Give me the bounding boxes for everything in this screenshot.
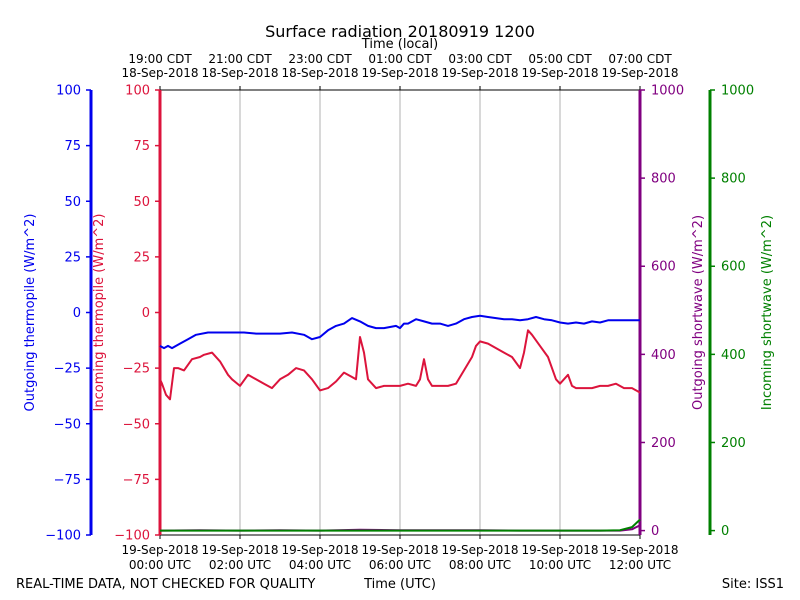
y-tick-label: 600 xyxy=(651,260,676,275)
y-tick-label: 75 xyxy=(133,139,150,154)
y-tick-label: 200 xyxy=(651,436,676,451)
site-label: Site: ISS1 xyxy=(722,577,784,592)
bottom-axis-label: Time (UTC) xyxy=(363,577,436,592)
y-tick-label: −25 xyxy=(54,362,81,377)
bottom-tick-time: 04:00 UTC xyxy=(289,558,351,572)
top-tick-time: 01:00 CDT xyxy=(368,52,432,66)
bottom-tick-time: 12:00 UTC xyxy=(609,558,671,572)
y-tick-label: 25 xyxy=(133,250,150,265)
top-tick-time: 05:00 CDT xyxy=(528,52,592,66)
quality-disclaimer: REAL-TIME DATA, NOT CHECKED FOR QUALITY xyxy=(16,577,315,592)
y-tick-label: 200 xyxy=(721,436,746,451)
y-tick-label: −50 xyxy=(54,417,81,432)
bottom-tick-time: 08:00 UTC xyxy=(449,558,511,572)
series-incoming-thermopile xyxy=(159,329,641,401)
top-tick-time: 23:00 CDT xyxy=(288,52,352,66)
y-tick-label: 100 xyxy=(125,84,150,99)
out-sw-axis-label: Outgoing shortwave (W/m^2) xyxy=(691,215,706,410)
top-tick-date: 19-Sep-2018 xyxy=(521,66,598,80)
bottom-tick-time: 02:00 UTC xyxy=(209,558,271,572)
y-tick-label: 400 xyxy=(721,348,746,363)
in-sw-axis-label: Incoming shortwave (W/m^2) xyxy=(760,215,775,410)
top-tick-date: 18-Sep-2018 xyxy=(281,66,358,80)
bottom-tick-time: 00:00 UTC xyxy=(129,558,191,572)
top-axis-label: Time (local) xyxy=(361,37,438,52)
y-tick-label: −100 xyxy=(114,529,150,544)
y-tick-label: 800 xyxy=(721,172,746,187)
y-tick-label: −25 xyxy=(123,362,150,377)
top-tick-date: 19-Sep-2018 xyxy=(601,66,678,80)
y-tick-label: −100 xyxy=(45,529,81,544)
y-tick-label: 0 xyxy=(142,306,150,321)
series-incoming-shortwave xyxy=(160,518,641,532)
y-tick-label: 1000 xyxy=(721,84,754,99)
top-tick-date: 18-Sep-2018 xyxy=(201,66,278,80)
top-tick-time: 03:00 CDT xyxy=(448,52,512,66)
y-tick-label: −75 xyxy=(54,473,81,488)
out-thermo-axis-label: Outgoing thermopile (W/m^2) xyxy=(23,214,38,412)
y-tick-label: 75 xyxy=(64,139,81,154)
in-thermo-axis-label: Incoming thermopile (W/m^2) xyxy=(92,214,107,412)
bottom-tick-time: 06:00 UTC xyxy=(369,558,431,572)
bottom-tick-date: 19-Sep-2018 xyxy=(361,543,438,557)
y-tick-label: 50 xyxy=(64,195,81,210)
y-tick-label: 1000 xyxy=(651,84,684,99)
top-tick-date: 18-Sep-2018 xyxy=(121,66,198,80)
y-tick-label: 600 xyxy=(721,260,746,275)
top-tick-date: 19-Sep-2018 xyxy=(441,66,518,80)
top-tick-time: 07:00 CDT xyxy=(608,52,672,66)
bottom-tick-date: 19-Sep-2018 xyxy=(441,543,518,557)
bottom-tick-date: 19-Sep-2018 xyxy=(121,543,198,557)
bottom-tick-date: 19-Sep-2018 xyxy=(281,543,358,557)
top-tick-date: 19-Sep-2018 xyxy=(361,66,438,80)
y-tick-label: 800 xyxy=(651,172,676,187)
y-tick-label: −75 xyxy=(123,473,150,488)
top-tick-time: 21:00 CDT xyxy=(208,52,272,66)
bottom-tick-date: 19-Sep-2018 xyxy=(201,543,278,557)
y-tick-label: 400 xyxy=(651,348,676,363)
chart-title: Surface radiation 20180919 1200 xyxy=(265,22,535,41)
y-tick-label: 0 xyxy=(73,306,81,321)
y-tick-label: 100 xyxy=(56,84,81,99)
y-tick-label: 25 xyxy=(64,250,81,265)
y-tick-label: 0 xyxy=(721,524,729,539)
y-tick-label: 50 xyxy=(133,195,150,210)
top-tick-time: 19:00 CDT xyxy=(128,52,192,66)
series-outgoing-thermopile xyxy=(159,314,640,350)
bottom-tick-time: 10:00 UTC xyxy=(529,558,591,572)
bottom-tick-date: 19-Sep-2018 xyxy=(601,543,678,557)
y-tick-label: 0 xyxy=(651,524,659,539)
y-tick-label: −50 xyxy=(123,417,150,432)
bottom-tick-date: 19-Sep-2018 xyxy=(521,543,598,557)
